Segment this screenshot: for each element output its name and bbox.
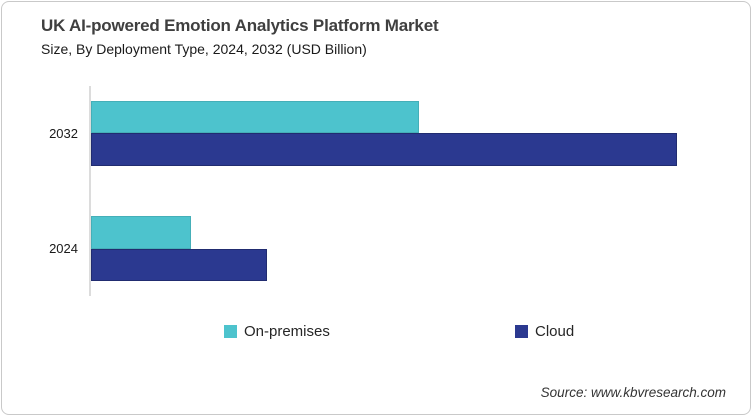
legend-item-cloud: Cloud xyxy=(515,322,574,340)
y-axis-line xyxy=(89,86,91,296)
legend-item-on-premises: On-premises xyxy=(224,322,330,340)
source-attribution: Source: www.kbvresearch.com xyxy=(540,385,726,400)
chart-title: UK AI-powered Emotion Analytics Platform… xyxy=(41,16,439,35)
bar-cloud-2024 xyxy=(91,249,267,281)
category-label-2024: 2024 xyxy=(49,241,78,256)
plot-area xyxy=(91,86,711,296)
bar-on-premises-2032 xyxy=(91,101,420,133)
chart-subtitle: Size, By Deployment Type, 2024, 2032 (US… xyxy=(41,41,367,57)
category-label-2032: 2032 xyxy=(49,126,78,141)
legend-label-cloud: Cloud xyxy=(535,322,575,340)
legend-swatch-on-premises-icon xyxy=(224,324,237,338)
bar-on-premises-2024 xyxy=(91,216,191,249)
legend-label-on-premises: On-premises xyxy=(244,322,330,340)
bar-cloud-2032 xyxy=(91,133,677,166)
legend-swatch-cloud-icon xyxy=(515,324,528,338)
